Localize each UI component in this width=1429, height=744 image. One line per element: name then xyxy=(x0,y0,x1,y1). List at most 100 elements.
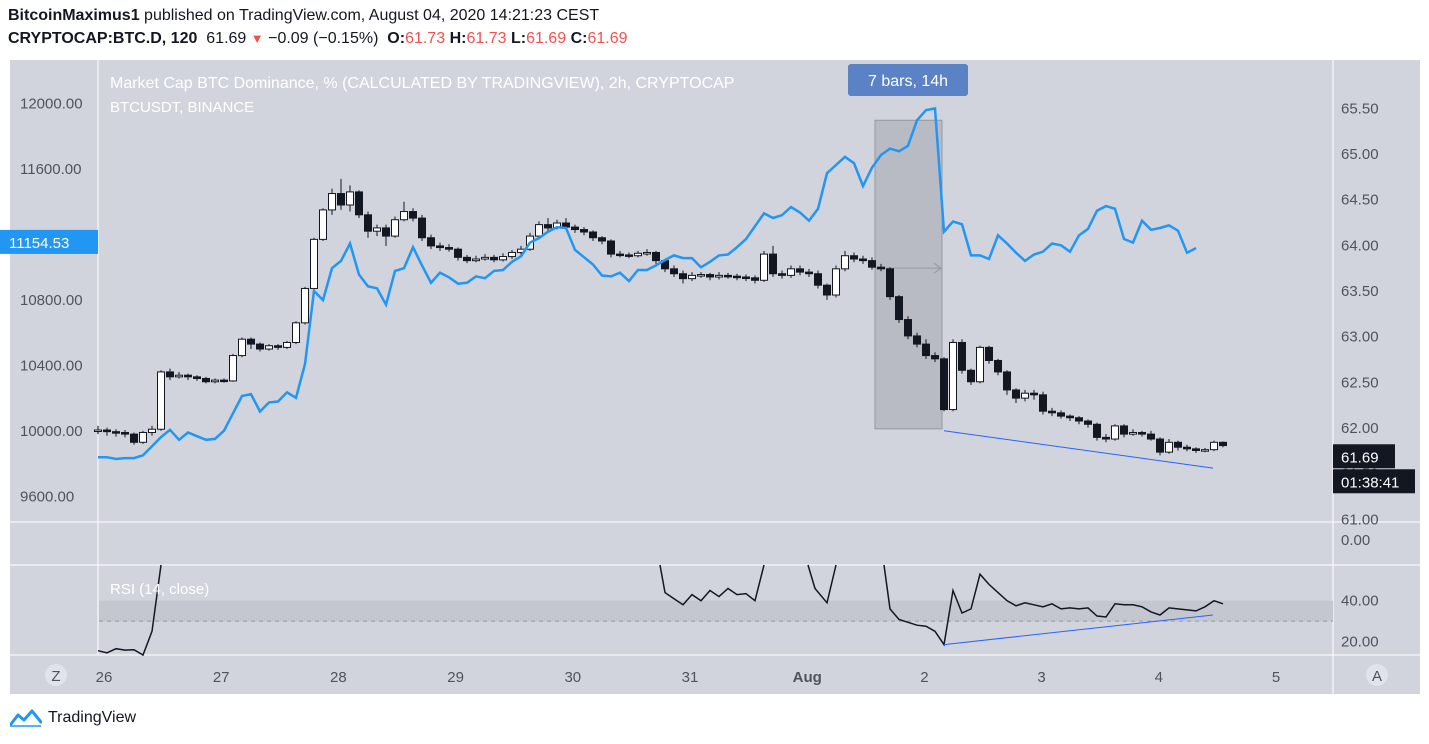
candle-up xyxy=(715,274,723,278)
low-value: 61.69 xyxy=(526,30,567,47)
candle-down xyxy=(355,191,363,216)
time-tick-label: 5 xyxy=(1272,669,1280,686)
chart-title: Market Cap BTC Dominance, % (CALCULATED … xyxy=(110,75,734,92)
candle-up xyxy=(697,274,705,277)
countdown-marker xyxy=(1333,469,1415,494)
author-name[interactable]: BitcoinMaximus1 xyxy=(8,7,140,24)
candle-down xyxy=(436,245,444,249)
candle-down xyxy=(445,247,453,250)
candle-up xyxy=(1111,425,1119,440)
candle-up xyxy=(1210,441,1218,451)
time-tick-label: 31 xyxy=(682,669,699,686)
candle-up xyxy=(400,211,408,221)
measure-range[interactable] xyxy=(874,119,943,430)
candle-up xyxy=(787,268,795,276)
high-value: 61.73 xyxy=(466,30,507,47)
candle-down xyxy=(571,226,579,231)
candle-up xyxy=(841,255,849,270)
candles[interactable] xyxy=(94,178,1227,456)
candle-down xyxy=(1057,412,1065,417)
rsi-top-tick-label: 0.00 xyxy=(1341,532,1370,549)
tradingview-logo[interactable]: TradingView xyxy=(10,709,136,727)
candle-up xyxy=(148,428,156,433)
candle-down xyxy=(112,431,120,434)
candle-down xyxy=(1147,433,1155,440)
zoom-button[interactable] xyxy=(45,664,67,686)
candle-up xyxy=(1165,441,1173,453)
time-axis-ticks[interactable]: 26 27 28 29 30 31 Aug 2 3 4 5 xyxy=(96,669,1281,686)
candle-up xyxy=(976,346,984,383)
candle-down xyxy=(814,273,822,286)
auto-scale-button[interactable] xyxy=(1366,664,1388,686)
btc-price-line[interactable] xyxy=(98,106,1197,461)
candle-down xyxy=(166,371,174,378)
candle-down xyxy=(769,253,777,275)
time-tick-label: 2 xyxy=(920,669,928,686)
rsi-tick-label: 20.00 xyxy=(1341,634,1379,651)
candle-down xyxy=(1138,431,1146,435)
candle-up xyxy=(328,193,336,211)
overlay-name: BTCUSDT, BINANCE xyxy=(110,99,254,116)
measure-box[interactable] xyxy=(874,119,943,430)
candle-down xyxy=(1039,394,1047,412)
candle-up xyxy=(760,253,768,281)
candle-up xyxy=(949,341,957,411)
candle-up xyxy=(346,191,354,206)
time-tick-label: 29 xyxy=(447,669,464,686)
measure-label: 7 bars, 14h xyxy=(868,73,948,90)
candle-down xyxy=(895,296,903,321)
candle-down xyxy=(670,268,678,275)
candle-down xyxy=(805,271,813,275)
candle-down xyxy=(103,429,111,433)
symbol-label[interactable]: CRYPTOCAP:BTC.D, 120 xyxy=(8,30,198,47)
candle-down xyxy=(796,268,804,273)
candle-down xyxy=(418,217,426,239)
left-tick-label: 10800.00 xyxy=(20,292,83,309)
btc-price-marker xyxy=(0,229,98,254)
rsi-tick-label: 40.00 xyxy=(1341,593,1379,610)
time-tick-label: 3 xyxy=(1037,669,1045,686)
candle-up xyxy=(1129,431,1137,435)
candle-up xyxy=(688,274,696,280)
candle-down xyxy=(742,276,750,280)
left-tick-label: 12000.00 xyxy=(20,96,83,113)
rsi-trendline[interactable] xyxy=(943,614,1214,646)
candle-down xyxy=(1192,448,1200,451)
candle-up xyxy=(319,209,327,240)
candle-down xyxy=(913,335,921,345)
candle-down xyxy=(247,338,255,345)
candle-down xyxy=(454,248,462,258)
zoom-icon[interactable]: Z xyxy=(51,668,60,685)
candle-down xyxy=(904,319,912,337)
candle-down xyxy=(121,431,129,435)
published-line: BitcoinMaximus1 published on TradingView… xyxy=(8,7,599,25)
tradingview-logo-icon xyxy=(10,709,42,727)
candle-down xyxy=(562,222,570,228)
dominance-trendline[interactable] xyxy=(943,430,1214,469)
candle-down xyxy=(1048,410,1056,414)
candle-up xyxy=(175,374,183,378)
auto-scale-icon[interactable]: A xyxy=(1372,668,1382,685)
candle-down xyxy=(1066,415,1074,419)
candle-up xyxy=(238,338,246,357)
right-tick-label: 62.50 xyxy=(1341,374,1379,391)
rsi-line[interactable] xyxy=(97,564,1224,657)
candle-down xyxy=(940,358,948,411)
left-axis-ticks[interactable]: 9600.00 10000.00 10400.00 10800.00 11600.00 1… xyxy=(20,96,83,506)
candle-down xyxy=(958,341,966,371)
candle-up xyxy=(283,341,291,348)
candle-down xyxy=(1003,371,1011,391)
open-value: 61.73 xyxy=(405,30,446,47)
rsi-label: RSI (14, close) xyxy=(110,581,209,598)
time-tick-label: Aug xyxy=(793,669,822,686)
candle-down xyxy=(1120,425,1128,435)
candle-up xyxy=(481,256,489,260)
candle-up xyxy=(643,251,651,255)
candle-down xyxy=(364,214,372,232)
right-tick-label: 65.50 xyxy=(1341,100,1379,117)
candle-down xyxy=(1075,417,1083,422)
btc-price-marker-label: 11154.53 xyxy=(9,235,69,252)
candle-down xyxy=(967,369,975,383)
candle-up xyxy=(94,429,102,433)
